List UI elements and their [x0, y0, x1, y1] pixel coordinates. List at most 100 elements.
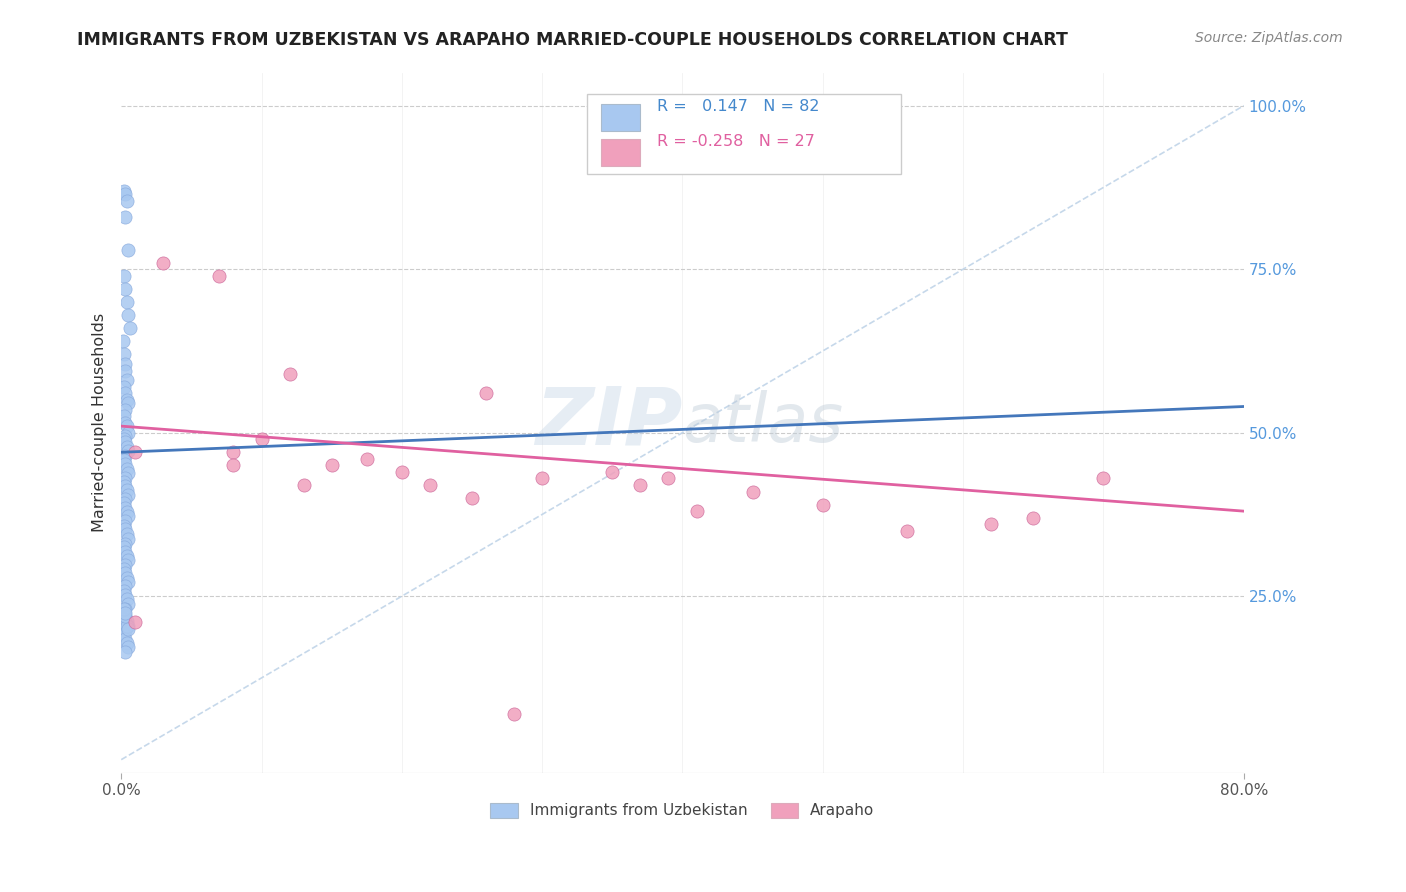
Point — [117, 396, 139, 410]
Point — [531, 471, 554, 485]
Point — [114, 514, 136, 528]
Point — [117, 640, 139, 655]
Point — [115, 294, 138, 309]
Point — [475, 386, 498, 401]
Point — [115, 483, 138, 498]
Point — [114, 186, 136, 201]
Point — [114, 579, 136, 593]
Point — [292, 478, 315, 492]
Point — [115, 373, 138, 387]
Point — [112, 347, 135, 361]
Point — [114, 608, 136, 623]
Point — [112, 184, 135, 198]
Point — [114, 449, 136, 463]
Point — [980, 517, 1002, 532]
Point — [114, 386, 136, 401]
Point — [114, 632, 136, 646]
Point — [1022, 510, 1045, 524]
Point — [114, 610, 136, 624]
Point — [114, 479, 136, 493]
Point — [114, 537, 136, 551]
Point — [117, 574, 139, 589]
Legend: Immigrants from Uzbekistan, Arapaho: Immigrants from Uzbekistan, Arapaho — [484, 797, 880, 824]
Point — [208, 268, 231, 283]
Point — [117, 509, 139, 524]
Point — [114, 500, 136, 515]
Point — [112, 518, 135, 533]
Point — [114, 606, 136, 620]
Point — [115, 614, 138, 628]
Point — [114, 523, 136, 537]
Point — [115, 461, 138, 475]
Point — [114, 416, 136, 430]
Point — [114, 645, 136, 659]
Point — [114, 623, 136, 637]
Point — [115, 636, 138, 650]
Y-axis label: Married-couple Households: Married-couple Households — [93, 313, 107, 533]
Point — [503, 706, 526, 721]
Point — [1092, 471, 1115, 485]
Point — [114, 282, 136, 296]
Point — [112, 475, 135, 489]
Point — [112, 409, 135, 424]
Text: R =   0.147   N = 82: R = 0.147 N = 82 — [657, 99, 820, 114]
Point — [117, 488, 139, 502]
Point — [114, 363, 136, 377]
Point — [321, 458, 343, 473]
Point — [112, 602, 135, 616]
Point — [117, 597, 139, 611]
Point — [112, 268, 135, 283]
Point — [896, 524, 918, 538]
Point — [115, 505, 138, 519]
Point — [117, 467, 139, 481]
Point — [114, 492, 136, 507]
FancyBboxPatch shape — [600, 104, 640, 131]
Point — [741, 484, 763, 499]
Point — [657, 471, 679, 485]
Point — [115, 618, 138, 632]
Point — [112, 540, 135, 554]
Point — [114, 402, 136, 417]
Point — [115, 194, 138, 208]
Point — [419, 478, 441, 492]
Point — [124, 445, 146, 459]
Point — [117, 425, 139, 440]
FancyBboxPatch shape — [600, 139, 640, 166]
Point — [117, 618, 139, 632]
Point — [115, 392, 138, 407]
Point — [117, 532, 139, 546]
Point — [250, 432, 273, 446]
Point — [112, 606, 135, 620]
Point — [114, 435, 136, 450]
Point — [685, 504, 707, 518]
Point — [222, 458, 245, 473]
Point — [115, 419, 138, 434]
Text: R = -0.258   N = 27: R = -0.258 N = 27 — [657, 134, 814, 149]
Point — [114, 602, 136, 616]
Point — [114, 558, 136, 572]
Point — [112, 612, 135, 626]
Point — [152, 255, 174, 269]
Point — [112, 496, 135, 510]
Point — [115, 440, 138, 454]
Point — [115, 549, 138, 563]
Point — [124, 615, 146, 630]
Text: Source: ZipAtlas.com: Source: ZipAtlas.com — [1195, 31, 1343, 45]
Point — [117, 308, 139, 322]
Point — [111, 334, 134, 348]
Point — [112, 380, 135, 394]
Point — [112, 627, 135, 641]
Point — [278, 367, 301, 381]
Point — [222, 445, 245, 459]
Point — [391, 465, 413, 479]
Point — [112, 562, 135, 576]
Point — [115, 527, 138, 541]
Point — [117, 622, 139, 636]
Point — [811, 498, 834, 512]
Point — [117, 444, 139, 458]
Point — [114, 615, 136, 630]
Point — [114, 544, 136, 558]
Point — [112, 583, 135, 598]
Point — [114, 588, 136, 602]
Point — [628, 478, 651, 492]
